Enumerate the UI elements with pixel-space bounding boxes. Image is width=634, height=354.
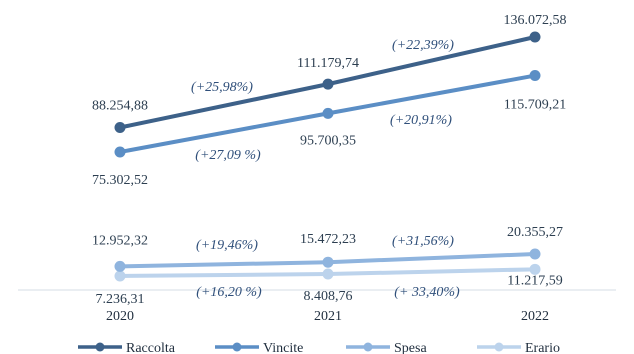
legend-item-raccolta: Raccolta: [78, 341, 176, 354]
data-label: 7.236,31: [96, 292, 145, 307]
series-raccolta: [114, 31, 541, 133]
legend-item-spesa: Spesa: [346, 341, 427, 354]
data-label: 111.179,74: [297, 56, 359, 71]
change-label: (+20,91%): [390, 113, 452, 128]
data-label: 115.709,21: [504, 98, 566, 113]
change-label: (+25,98%): [191, 80, 253, 95]
data-point: [114, 121, 126, 133]
data-point: [529, 31, 541, 43]
data-label: 12.952,32: [92, 233, 148, 248]
data-point: [114, 270, 126, 282]
legend-label: Spesa: [394, 341, 427, 354]
change-label: (+16,20 %): [196, 285, 262, 300]
legend-marker: [363, 342, 373, 352]
series-spesa: [114, 248, 541, 272]
legend-label: Vincite: [263, 341, 303, 354]
data-point: [322, 78, 334, 90]
data-label: 75.302,52: [92, 173, 148, 188]
change-label: (+31,56%): [392, 234, 454, 249]
series-vincite: [114, 70, 541, 158]
legend-marker: [232, 342, 242, 352]
x-tick-label: 2020: [106, 309, 134, 324]
legend-label: Raccolta: [126, 341, 176, 354]
change-label: (+19,46%): [196, 238, 258, 253]
data-label: 88.254,88: [92, 98, 148, 113]
legend-item-vincite: Vincite: [215, 341, 303, 354]
data-label: 8.408,76: [304, 289, 353, 304]
data-point: [114, 146, 126, 158]
series-layer: 88.254,88 111.179,74 136.072,58 (+25,98%) (+…: [92, 13, 567, 307]
data-point: [114, 260, 126, 272]
data-point: [322, 256, 334, 268]
legend-label: Erario: [525, 341, 560, 354]
x-tick-labels: 2020 2021 2022: [106, 309, 549, 324]
data-point: [529, 70, 541, 82]
change-label: (+ 33,40%): [394, 285, 460, 300]
data-point: [322, 268, 334, 280]
data-label: 20.355,27: [507, 225, 563, 240]
x-tick-label: 2022: [521, 309, 549, 324]
data-point: [322, 107, 334, 119]
legend: Raccolta Vincite Spesa Erario: [78, 341, 560, 354]
change-label: (+22,39%): [392, 38, 454, 53]
data-label: 95.700,35: [300, 133, 356, 148]
data-labels: 88.254,88 111.179,74 136.072,58 (+25,98%) (+…: [92, 13, 567, 307]
legend-item-erario: Erario: [477, 341, 560, 354]
data-label: 11.217,59: [507, 273, 562, 288]
x-tick-label: 2021: [314, 309, 342, 324]
series-erario: [114, 263, 541, 282]
data-point: [529, 263, 541, 275]
change-label: (+27,09 %): [195, 148, 261, 163]
legend-marker: [95, 342, 105, 352]
data-label: 136.072,58: [504, 13, 567, 28]
data-point: [529, 248, 541, 260]
data-label: 15.472,23: [300, 232, 356, 247]
legend-marker: [494, 342, 504, 352]
